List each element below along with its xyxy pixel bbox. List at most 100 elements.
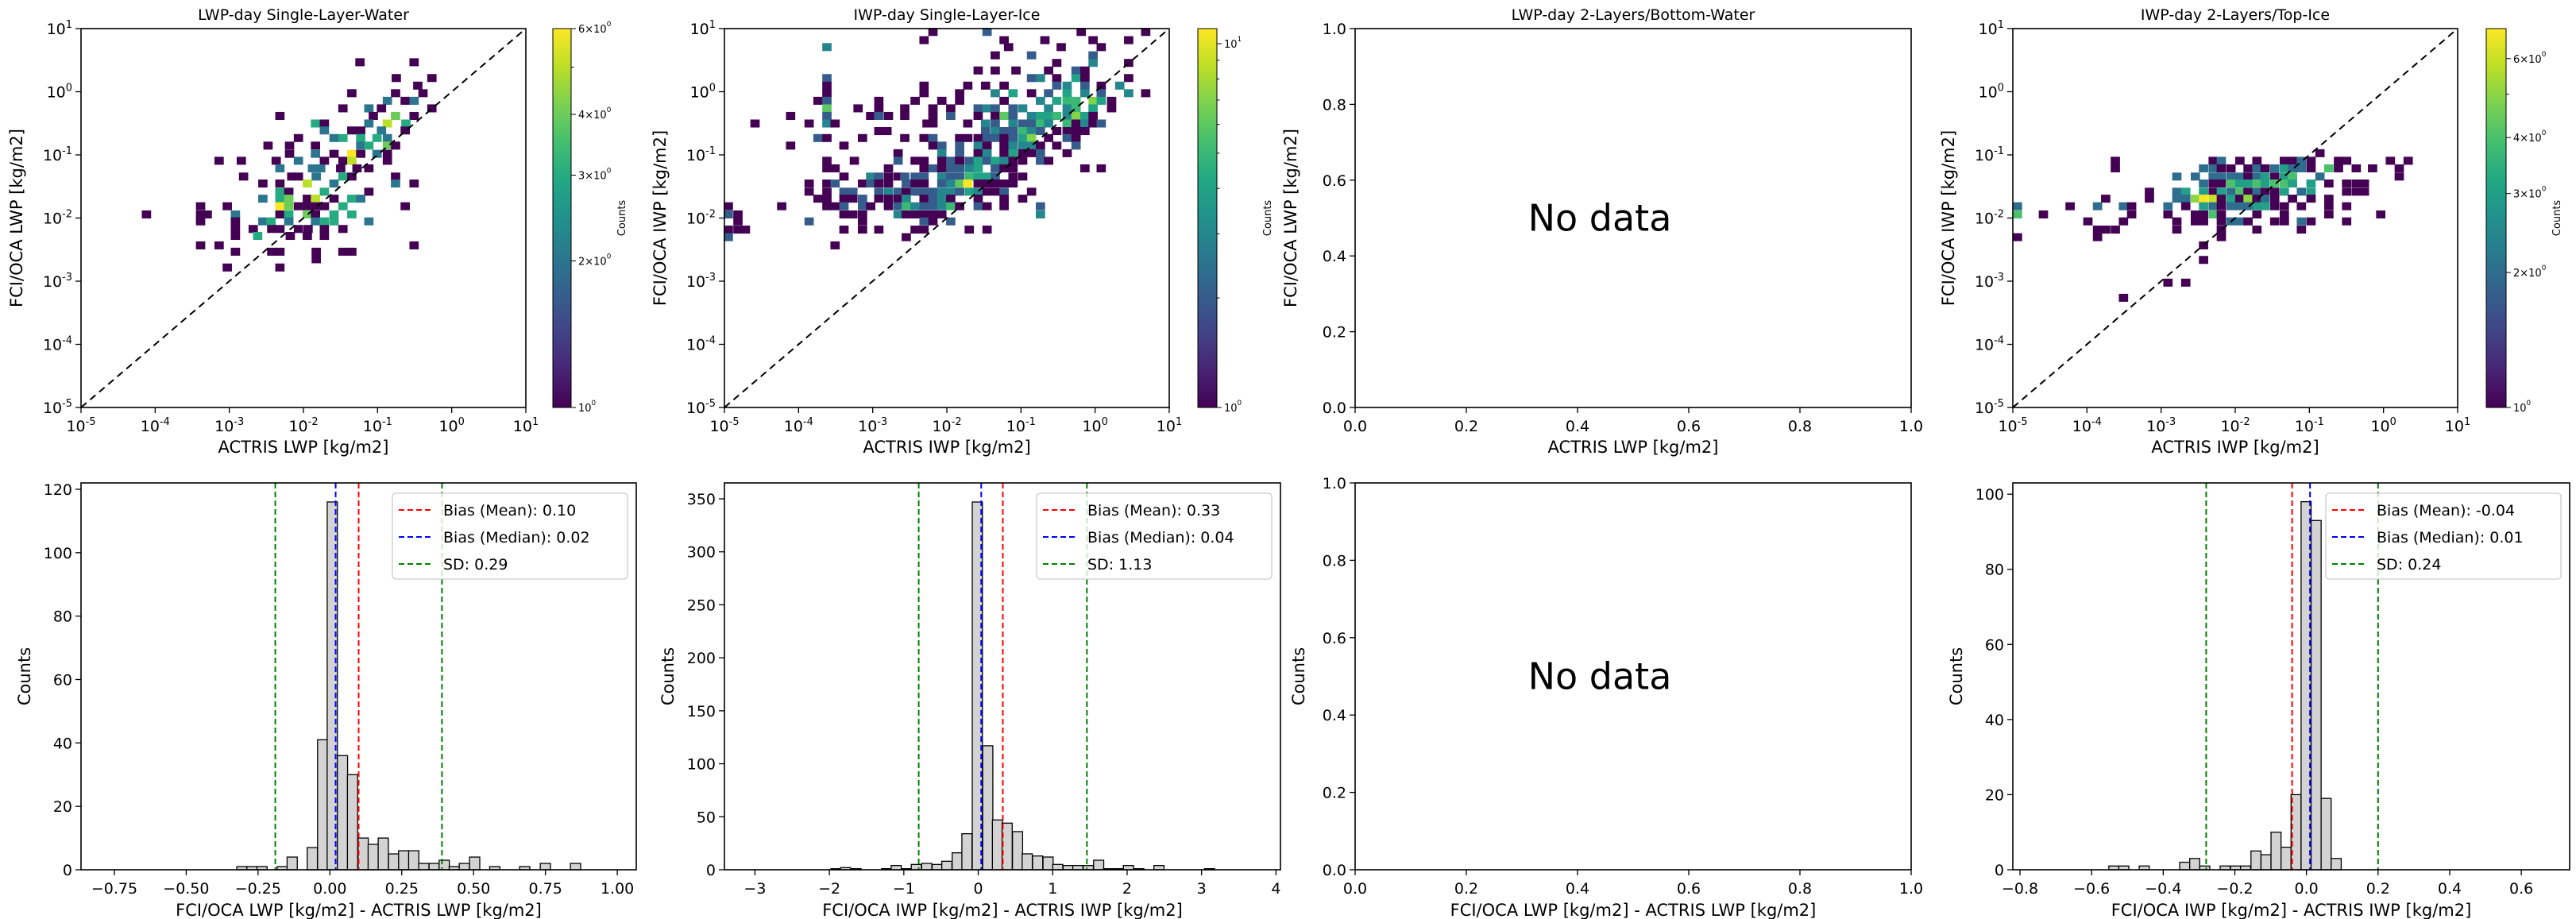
- y-tick-label: 0.6: [1323, 172, 1346, 190]
- colorbar-tick-label: 6×100: [2513, 51, 2547, 66]
- y-axis-label: FCI/OCA IWP [kg/m2]: [651, 130, 670, 306]
- colorbar-gradient: [2485, 28, 2507, 408]
- heatmap-cell: [964, 156, 975, 165]
- heatmap-cell: [955, 133, 964, 142]
- heatmap-cell: [1062, 127, 1072, 136]
- heatmap-cell: [813, 96, 823, 105]
- heatmap-cell: [883, 202, 894, 210]
- chart-title: IWP-day Single-Layer-Ice: [854, 6, 1041, 24]
- heatmap-cell: [382, 119, 392, 128]
- heatmap-cell: [2252, 156, 2262, 165]
- heatmap-cell: [1080, 119, 1090, 128]
- axes-frame: [724, 28, 1170, 408]
- heatmap-cell: [955, 149, 964, 157]
- heatmap-cell: [2013, 233, 2022, 241]
- heatmap-cell: [1008, 141, 1018, 150]
- x-tick-label: 101: [2445, 416, 2470, 435]
- heatmap-cell: [2243, 187, 2253, 196]
- heatmap-cell: [2180, 202, 2191, 210]
- heatmap-cell: [874, 127, 884, 136]
- heatmap-cell: [2191, 210, 2200, 218]
- x-tick-label: 0.8: [1788, 418, 1812, 435]
- heatmap-cell: [1036, 96, 1045, 105]
- heatmap-cell: [900, 104, 910, 113]
- heatmap-cell: [418, 89, 428, 98]
- tick-exponent: 0: [1998, 83, 2004, 95]
- heatmap-cell: [2269, 187, 2280, 196]
- heatmap-cell: [258, 217, 268, 226]
- heatmap-cell: [919, 89, 929, 98]
- tick-exponent: -1: [62, 145, 72, 157]
- heatmap-cell: [1026, 187, 1037, 196]
- no-data-annotation: No data: [1528, 655, 1672, 698]
- heatmap-cell: [311, 195, 321, 203]
- histogram-bar: [931, 863, 943, 871]
- heatmap-cell: [999, 156, 1009, 165]
- legend-item-sd-label: SD: 0.24: [2377, 556, 2441, 573]
- heatmap-panel-1: LWP-day Single-Layer-Water ACTRIS LWP [kg…: [7, 6, 628, 457]
- heatmap-cell: [919, 36, 929, 44]
- tick-exponent: 0: [2542, 51, 2547, 59]
- heatmap-cell: [822, 187, 832, 196]
- heatmap-cell: [839, 195, 849, 203]
- heatmap-cell: [928, 28, 938, 37]
- heatmap-cell: [928, 210, 938, 218]
- tick-base: 10: [47, 84, 66, 102]
- x-tick-label: 0.8: [1788, 880, 1812, 898]
- y-tick-label: 1.0: [1323, 21, 1346, 38]
- axes-frame: [1354, 28, 1912, 408]
- y-axis-label: Counts: [1947, 647, 1966, 705]
- heatmap-cell: [883, 164, 894, 172]
- heatmap-cell: [946, 195, 956, 203]
- heatmap-cell: [2342, 156, 2352, 165]
- heatmap-cell: [267, 225, 276, 234]
- heatmap-cell: [2394, 164, 2404, 172]
- heatmap-cell: [338, 202, 348, 210]
- heatmap-cell: [973, 187, 983, 196]
- heatmap-cell: [1026, 133, 1037, 142]
- heatmap-cell: [287, 172, 297, 181]
- heatmap-cell: [347, 195, 357, 203]
- heatmap-cell: [1071, 127, 1081, 136]
- heatmap-cell: [400, 96, 410, 105]
- histogram-bar: [2189, 858, 2200, 871]
- heatmap-cell: [2306, 217, 2316, 226]
- heatmap-cell: [2252, 226, 2262, 234]
- heatmap-cell: [1071, 111, 1081, 120]
- histogram-bar: [428, 863, 440, 871]
- histogram-bar: [357, 837, 369, 871]
- tick-base: 10: [43, 400, 62, 417]
- tick-base: 10: [2370, 418, 2389, 435]
- heatmap-cell: [263, 141, 273, 150]
- heatmap-cell: [319, 187, 330, 196]
- heatmap-cell: [203, 210, 212, 218]
- heatmap-cell: [2226, 164, 2236, 172]
- heatmap-cell: [937, 149, 947, 157]
- heatmap-cell: [830, 241, 840, 249]
- tick-exponent: 1: [1176, 416, 1182, 428]
- heatmap-cell: [319, 119, 330, 128]
- y-tick-label: 350: [687, 491, 716, 508]
- heatmap-cell: [1044, 111, 1053, 120]
- heatmap-cell: [982, 226, 992, 234]
- heatmap-cell: [319, 126, 330, 135]
- heatmap-cell: [804, 217, 814, 226]
- x-tick-label: 10-2: [288, 416, 318, 435]
- heatmap-cell: [364, 119, 374, 128]
- histogram-panel-4: FCI/OCA IWP [kg/m2] - ACTRIS IWP [kg/m2]…: [1947, 482, 2570, 919]
- x-axis-label: ACTRIS LWP [kg/m2]: [1548, 438, 1719, 457]
- one-to-one-line: [80, 28, 527, 408]
- heatmap-cell: [991, 89, 1000, 98]
- heatmap-cell: [937, 96, 947, 105]
- x-tick-label: 10-3: [2146, 416, 2176, 435]
- heatmap-cell: [1080, 164, 1090, 172]
- heatmap-cell: [293, 172, 303, 181]
- heatmap-cell: [2351, 187, 2362, 196]
- heatmap-cell: [195, 241, 206, 249]
- tick-base: 10: [2295, 418, 2314, 435]
- heatmap-cell: [777, 202, 786, 210]
- heatmap-cell: [2243, 217, 2253, 226]
- heatmap-cell: [2199, 202, 2208, 210]
- histogram-bar: [1052, 863, 1064, 871]
- heatmap-cell: [400, 202, 410, 210]
